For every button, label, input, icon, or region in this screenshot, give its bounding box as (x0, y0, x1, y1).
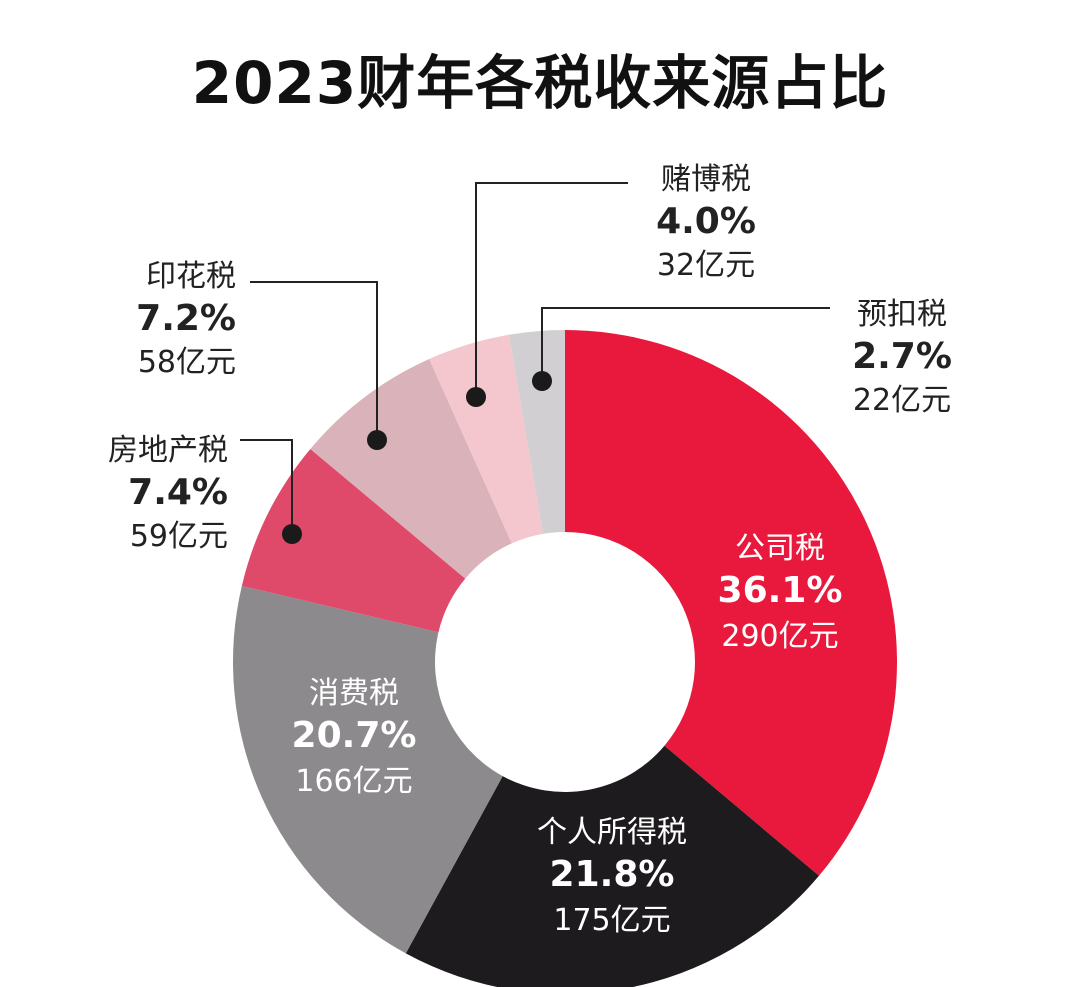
slice-5-leader-dot (367, 430, 387, 450)
slice-1-arc (565, 330, 897, 876)
chart-title: 2023财年各税收来源占比 (191, 49, 889, 117)
slice-6-amount-label: 32亿元 (657, 248, 755, 283)
slice-4-leader-dot (282, 524, 302, 544)
slice-1-percent-label: 36.1% (718, 570, 843, 611)
slice-1-amount-label: 290亿元 (721, 619, 838, 654)
slice-4-leader-line (240, 439, 293, 534)
slice-2-percent-label: 21.8% (550, 854, 675, 895)
slice-5-leader-line (250, 281, 378, 440)
slice-5-percent-label: 7.2% (136, 298, 236, 339)
slice-2-amount-label: 175亿元 (553, 903, 670, 938)
slice-7-amount-label: 22亿元 (853, 383, 951, 418)
slice-3-amount-label: 166亿元 (295, 764, 412, 799)
slice-6-name-label: 赌博税 (661, 162, 751, 197)
slice-4-arc (241, 448, 466, 633)
slice-6-percent-label: 4.0% (656, 201, 756, 242)
slice-5-amount-label: 58亿元 (138, 345, 236, 380)
slices-group (233, 330, 897, 987)
slice-7-leader-dot (532, 371, 552, 391)
slice-4-amount-label: 59亿元 (130, 519, 228, 554)
slice-6-leader-dot (466, 387, 486, 407)
slice-7-name-label: 预扣税 (857, 297, 947, 332)
slice-2-arc (405, 745, 819, 987)
slice-6-arc (429, 334, 544, 544)
slice-4-percent-label: 7.4% (128, 472, 228, 513)
slice-7-leader-line (541, 307, 830, 381)
slice-1-name-label: 公司税 (735, 531, 825, 566)
slice-6-leader-line (475, 182, 628, 397)
slice-3-percent-label: 20.7% (292, 715, 417, 756)
slice-5-name-label: 印花税 (146, 259, 236, 294)
slice-2-name-label: 个人所得税 (537, 815, 687, 850)
slice-4-name-label: 房地产税 (108, 433, 228, 468)
slice-7-percent-label: 2.7% (852, 336, 952, 377)
slice-3-name-label: 消费税 (309, 676, 399, 711)
leader-lines-group (240, 182, 830, 544)
slice-3-arc (233, 585, 503, 954)
slice-5-arc (310, 359, 512, 579)
